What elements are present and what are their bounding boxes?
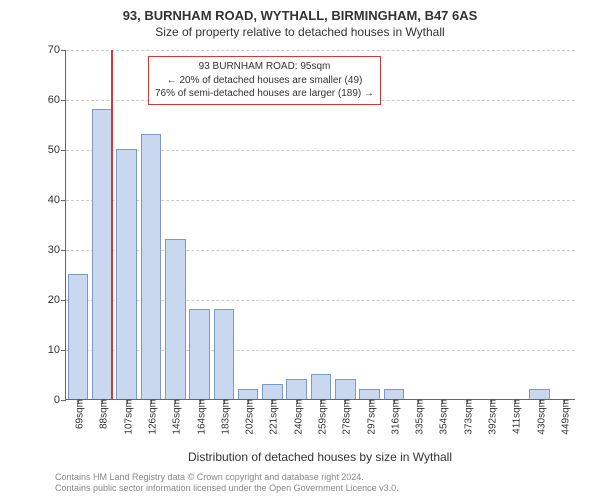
xtick-label: 278sqm — [338, 399, 353, 435]
gridline — [66, 50, 575, 51]
xtick-label: 354sqm — [435, 399, 450, 435]
footer-attribution: Contains HM Land Registry data © Crown c… — [55, 472, 399, 495]
xtick-label: 145sqm — [168, 399, 183, 435]
ytick-label: 20 — [48, 294, 66, 306]
annotation-line: 93 BURNHAM ROAD: 95sqm — [155, 60, 374, 74]
ytick-label: 70 — [48, 44, 66, 56]
ytick-label: 0 — [54, 394, 66, 406]
xtick-label: 297sqm — [362, 399, 377, 435]
ytick-label: 40 — [48, 194, 66, 206]
bar — [529, 389, 550, 399]
x-axis-label: Distribution of detached houses by size … — [65, 450, 575, 464]
bar — [286, 379, 307, 399]
bar — [116, 149, 137, 399]
bar — [141, 134, 162, 399]
xtick-label: 202sqm — [241, 399, 256, 435]
bar — [262, 384, 283, 399]
xtick-label: 449sqm — [556, 399, 571, 435]
bar — [189, 309, 210, 399]
xtick-label: 411sqm — [508, 399, 523, 434]
bar — [359, 389, 380, 399]
bar — [384, 389, 405, 399]
chart-title-sub: Size of property relative to detached ho… — [0, 23, 600, 39]
annotation-line: ← 20% of detached houses are smaller (49… — [155, 74, 374, 88]
ytick-label: 60 — [48, 94, 66, 106]
ytick-label: 30 — [48, 244, 66, 256]
xtick-label: 183sqm — [216, 399, 231, 435]
annotation-box: 93 BURNHAM ROAD: 95sqm← 20% of detached … — [148, 56, 381, 105]
chart-container: 93, BURNHAM ROAD, WYTHALL, BIRMINGHAM, B… — [0, 0, 600, 500]
bar — [238, 389, 259, 399]
xtick-label: 316sqm — [386, 399, 401, 435]
xtick-label: 88sqm — [95, 399, 110, 429]
bar — [311, 374, 332, 399]
bar — [335, 379, 356, 399]
xtick-label: 164sqm — [192, 399, 207, 435]
ytick-label: 50 — [48, 144, 66, 156]
xtick-label: 221sqm — [265, 399, 280, 435]
xtick-label: 107sqm — [119, 399, 134, 435]
annotation-line: 76% of semi-detached houses are larger (… — [155, 87, 374, 101]
plot-area: 01020304050607069sqm88sqm107sqm126sqm145… — [65, 50, 575, 400]
footer-line-1: Contains HM Land Registry data © Crown c… — [55, 472, 399, 483]
xtick-label: 259sqm — [314, 399, 329, 435]
ytick-label: 10 — [48, 344, 66, 356]
marker-line — [111, 50, 113, 399]
bar — [165, 239, 186, 399]
xtick-label: 335sqm — [411, 399, 426, 435]
bar — [92, 109, 113, 399]
xtick-label: 373sqm — [459, 399, 474, 435]
xtick-label: 240sqm — [289, 399, 304, 435]
chart-title-main: 93, BURNHAM ROAD, WYTHALL, BIRMINGHAM, B… — [0, 0, 600, 23]
xtick-label: 126sqm — [144, 399, 159, 435]
footer-line-2: Contains public sector information licen… — [55, 483, 399, 494]
bar — [214, 309, 235, 399]
bar — [68, 274, 89, 399]
xtick-label: 392sqm — [484, 399, 499, 435]
xtick-label: 430sqm — [532, 399, 547, 435]
xtick-label: 69sqm — [71, 399, 86, 429]
